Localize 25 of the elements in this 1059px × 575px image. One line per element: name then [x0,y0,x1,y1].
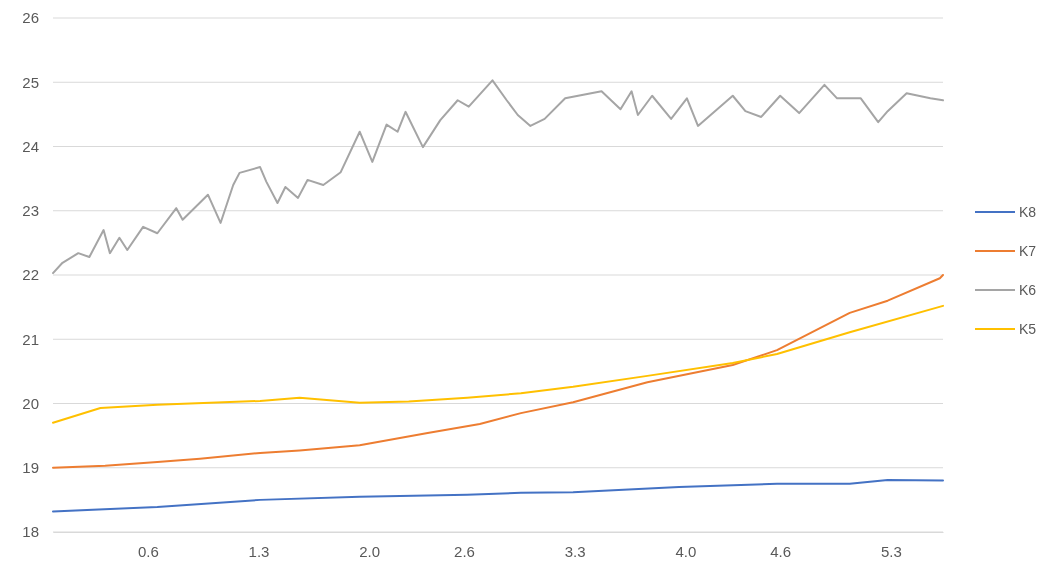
x-tick-label: 2.6 [454,542,475,560]
x-tick-label: 5.3 [880,542,902,560]
x-tick-label: 0.6 [137,542,159,560]
legend-label: K6 [1019,282,1037,298]
legend-label: K5 [1019,321,1037,337]
y-tick-label: 25 [22,73,39,91]
y-tick-label: 24 [22,137,39,155]
line-series [52,79,944,275]
x-tick-label: 4.6 [770,542,792,560]
x-tick-label: 2.0 [359,542,381,560]
x-tick-label: 4.0 [675,542,697,560]
y-tick-label: 20 [22,394,39,412]
y-tick-label: 22 [22,266,39,284]
x-tick-label: 1.3 [248,542,270,560]
line-series [52,478,944,513]
y-tick-label: 21 [22,330,39,348]
y-tick-label: 26 [22,9,39,27]
legend-label: K8 [1019,204,1037,220]
line-series [52,274,944,469]
y-tick-label: 19 [22,459,39,477]
x-tick-label: 3.3 [564,542,586,560]
y-tick-label: 23 [22,202,39,220]
y-tick-label: 18 [22,523,39,541]
line-series [52,304,944,424]
legend-label: K7 [1019,243,1037,259]
